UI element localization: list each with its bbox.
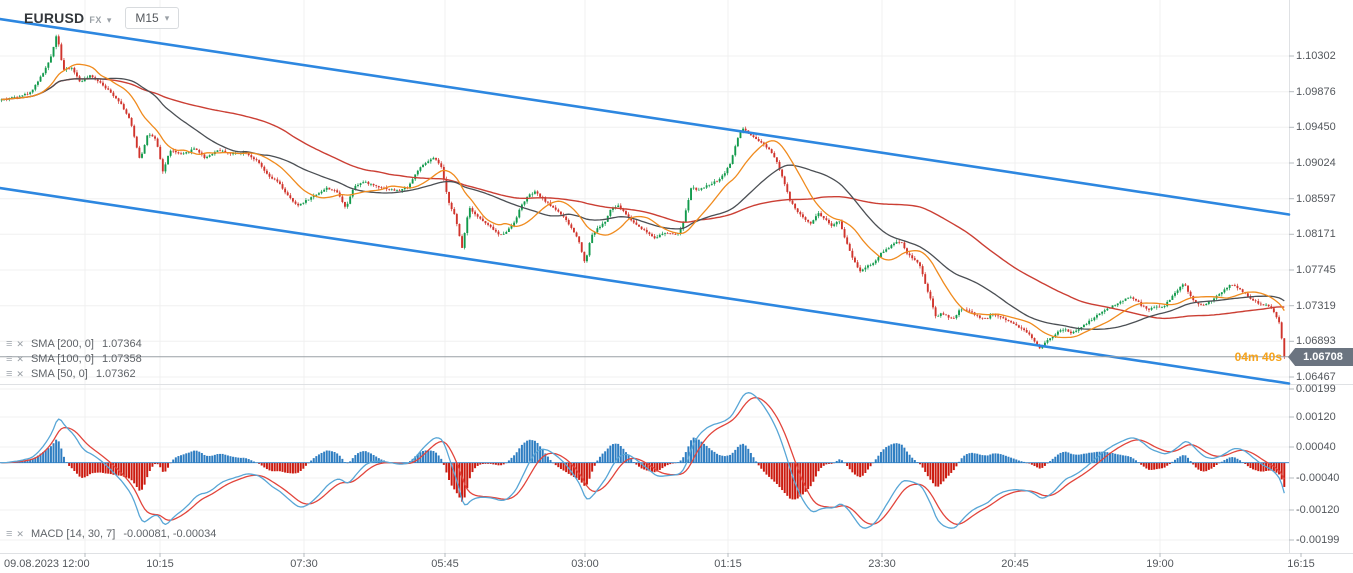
timeframe-value: M15 xyxy=(135,11,159,25)
current-price-badge: 1.06708 xyxy=(1288,348,1353,366)
indicator-settings-icon[interactable]: ≡ xyxy=(6,338,13,350)
indicator-value: 1.07362 xyxy=(95,368,136,380)
indicator-close-icon[interactable]: ✕ xyxy=(16,529,24,539)
time-axis-label: 03:00 xyxy=(571,558,599,570)
time-axis-label: 10:15 xyxy=(146,558,174,570)
chevron-down-icon: ▾ xyxy=(106,15,112,25)
indicator-label: SMA [50, 0] xyxy=(30,368,88,380)
time-axis-label: 20:45 xyxy=(1001,558,1029,570)
time-axis-label: 23:30 xyxy=(868,558,896,570)
symbol-bar: EURUSD FX ▾ M15 ▾ xyxy=(24,7,180,29)
macd-axis-label: -0.00199 xyxy=(1296,534,1340,546)
price-axis-label: 1.09024 xyxy=(1296,157,1336,169)
macd-axis-label: 0.00199 xyxy=(1296,383,1336,395)
indicator-close-icon[interactable]: ✕ xyxy=(16,339,24,349)
sma-50-legend: ≡ ✕ SMA [50, 0] 1.07362 xyxy=(6,367,136,381)
time-axis-label: 05:45 xyxy=(431,558,459,570)
price-axis-label: 1.09876 xyxy=(1296,85,1336,98)
indicator-value: -0.00081, -0.00034 xyxy=(123,528,217,540)
indicator-label: MACD [14, 30, 7] xyxy=(30,528,116,540)
indicator-settings-icon[interactable]: ≡ xyxy=(6,368,13,380)
macd-axis-label: -0.00040 xyxy=(1296,472,1340,484)
sma-100-legend: ≡ ✕ SMA [100, 0] 1.07358 xyxy=(6,352,142,366)
indicator-label: SMA [100, 0] xyxy=(30,353,94,365)
macd-axis-label: 0.00120 xyxy=(1296,411,1336,423)
symbol-name: EURUSD xyxy=(24,10,85,26)
price-axis-label: 1.07319 xyxy=(1296,299,1336,312)
indicator-settings-icon[interactable]: ≡ xyxy=(6,353,13,365)
price-axis-label: 1.08171 xyxy=(1296,228,1336,241)
indicator-close-icon[interactable]: ✕ xyxy=(16,354,24,364)
time-axis-label: 19:00 xyxy=(1146,558,1174,570)
price-axis-label: 1.09450 xyxy=(1296,121,1336,134)
indicator-value: 1.07358 xyxy=(101,353,142,365)
macd-axis-label: 0.00040 xyxy=(1296,441,1336,453)
price-axis-label: 1.07745 xyxy=(1296,264,1336,276)
indicator-value: 1.07364 xyxy=(101,338,142,350)
time-axis-label: 01:15 xyxy=(714,558,742,570)
timeframe-selector[interactable]: M15 ▾ xyxy=(125,7,180,29)
price-axis-label: 1.06467 xyxy=(1296,371,1336,383)
time-axis-label: 16:15 xyxy=(1287,558,1315,570)
candle-countdown: 04m 40s xyxy=(1234,350,1282,364)
macd-legend: ≡ ✕ MACD [14, 30, 7] -0.00081, -0.00034 xyxy=(6,527,216,541)
price-axis-label: 1.10302 xyxy=(1296,50,1336,62)
indicator-close-icon[interactable]: ✕ xyxy=(16,369,24,379)
price-axis-label: 1.06893 xyxy=(1296,335,1336,348)
current-price-value: 1.06708 xyxy=(1303,351,1343,363)
symbol-selector[interactable]: EURUSD FX ▾ xyxy=(24,10,111,26)
time-axis-label: 09.08.2023 12:00 xyxy=(4,558,90,570)
sma-200-legend: ≡ ✕ SMA [200, 0] 1.07364 xyxy=(6,337,142,351)
market-label: FX xyxy=(89,15,102,25)
macd-axis-label: -0.00120 xyxy=(1296,504,1340,516)
price-axis-label: 1.08597 xyxy=(1296,192,1336,205)
indicator-settings-icon[interactable]: ≡ xyxy=(6,528,13,540)
time-axis-label: 07:30 xyxy=(290,558,318,570)
chevron-down-icon: ▾ xyxy=(164,12,170,23)
indicator-label: SMA [200, 0] xyxy=(30,338,94,350)
